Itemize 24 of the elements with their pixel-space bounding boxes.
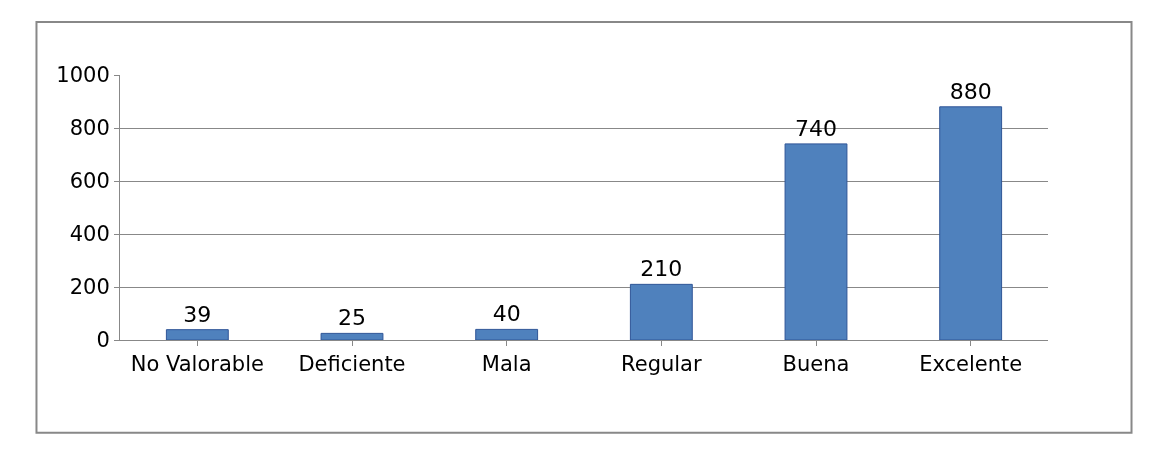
y-tick-label: 400 (69, 222, 110, 247)
data-label: 40 (492, 301, 521, 327)
x-tick-label: Buena (782, 352, 850, 377)
x-tick-label: Regular (621, 352, 702, 377)
data-label: 210 (640, 256, 683, 282)
y-tick-label: 200 (69, 275, 110, 300)
x-tick-label: Excelente (919, 352, 1023, 377)
y-tick-label: 600 (69, 169, 110, 194)
data-label: 880 (949, 78, 992, 104)
bar (784, 143, 848, 340)
y-tick-label: 0 (96, 328, 110, 353)
data-label: 25 (338, 305, 366, 331)
bar (939, 106, 1003, 340)
bar (475, 328, 539, 340)
x-tick-label: Deficiente (298, 352, 406, 377)
data-label: 740 (795, 115, 837, 141)
x-tick-label: No Valorable (130, 352, 264, 377)
bar (629, 283, 693, 340)
x-tick-label: Mala (481, 352, 532, 377)
y-tick-label: 1000 (56, 63, 110, 88)
data-label: 39 (183, 301, 212, 327)
bar (320, 332, 384, 340)
bar (165, 329, 229, 340)
y-tick-label: 800 (69, 116, 110, 141)
